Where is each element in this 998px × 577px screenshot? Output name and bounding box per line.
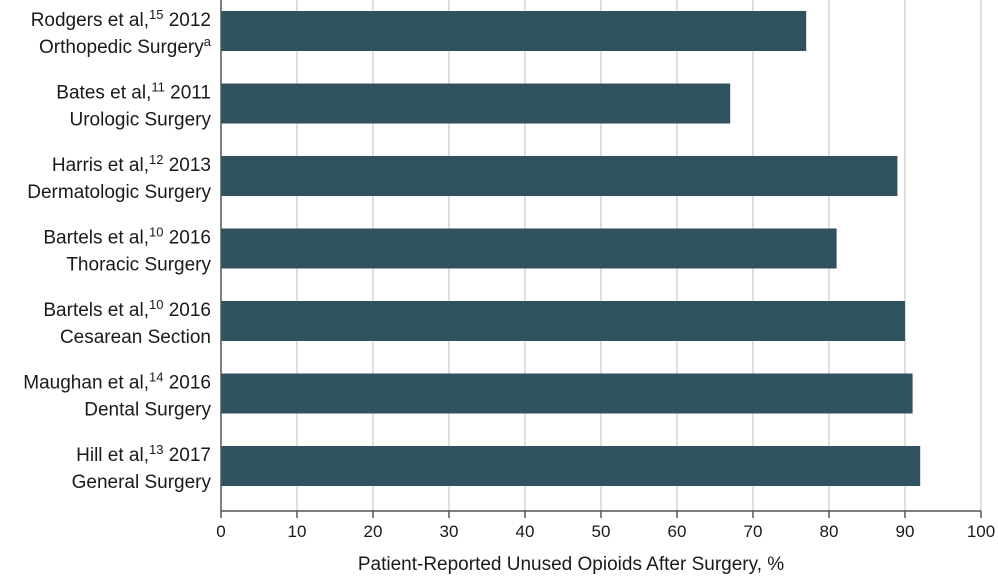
bar-5: [221, 373, 913, 414]
x-tick-label-70: 70: [744, 522, 763, 541]
category-ref: 11: [151, 80, 165, 95]
category-year: 2016: [163, 300, 211, 321]
category-ref: 15: [149, 7, 163, 22]
category-label-line1-0: Rodgers et al,15 2012: [31, 7, 211, 31]
category-ref: 13: [149, 442, 163, 457]
category-author: Maughan et al,: [23, 373, 149, 394]
category-label-line1-3: Bartels et al,10 2016: [43, 225, 211, 249]
x-axis: 0 10 20 30 40 50 60 70 80 90 100: [216, 0, 995, 541]
bar-6: [221, 446, 921, 486]
bar-2: [221, 156, 898, 196]
x-tick-label-20: 20: [364, 522, 383, 541]
bar-4: [221, 301, 905, 341]
category-label-line2-2: Dermatologic Surgery: [27, 182, 211, 203]
category-year: 2012: [163, 10, 211, 31]
category-procedure: General Surgery: [72, 472, 212, 493]
x-tick-label-50: 50: [592, 522, 611, 541]
category-ref: 12: [149, 152, 163, 167]
category-year: 2016: [163, 373, 211, 394]
category-author: Bartels et al,: [43, 228, 149, 249]
x-axis-title: Patient-Reported Unused Opioids After Su…: [358, 554, 784, 575]
x-tick-label-0: 0: [216, 522, 225, 541]
category-labels: Rodgers et al,15 2012 Orthopedic Surgerya…: [23, 7, 211, 493]
category-ref: 10: [149, 225, 163, 240]
bar-1: [221, 83, 731, 124]
category-author: Rodgers et al,: [31, 10, 149, 31]
category-label-line2-3: Thoracic Surgery: [66, 255, 211, 276]
category-author: Hill et al,: [76, 445, 149, 466]
category-label-line1-2: Harris et al,12 2013: [52, 152, 211, 176]
category-procedure: Thoracic Surgery: [66, 255, 211, 276]
category-author: Bates et al,: [56, 83, 151, 104]
category-label-line1-4: Bartels et al,10 2016: [43, 297, 211, 321]
x-tick-label-100: 100: [967, 522, 995, 541]
category-year: 2011: [165, 83, 211, 104]
x-tick-label-10: 10: [288, 522, 307, 541]
category-label-line2-5: Dental Surgery: [84, 400, 211, 421]
category-author: Bartels et al,: [43, 300, 149, 321]
category-year: 2016: [163, 228, 211, 249]
category-procedure: Dental Surgery: [84, 400, 211, 421]
category-author: Harris et al,: [52, 155, 149, 176]
x-tick-label-60: 60: [668, 522, 687, 541]
category-procedure: Orthopedic Surgery: [39, 37, 204, 58]
category-label-line2-4: Cesarean Section: [60, 327, 211, 348]
category-label-line2-0: Orthopedic Surgerya: [39, 34, 212, 58]
category-note: a: [204, 34, 212, 49]
category-procedure: Dermatologic Surgery: [27, 182, 211, 203]
category-procedure: Urologic Surgery: [70, 110, 212, 131]
x-tick-label-80: 80: [820, 522, 839, 541]
category-procedure: Cesarean Section: [60, 327, 211, 348]
bar-3: [221, 228, 837, 269]
bar-0: [221, 11, 807, 51]
category-ref: 10: [149, 297, 163, 312]
category-ref: 14: [149, 370, 163, 385]
bars: [221, 11, 921, 486]
category-year: 2017: [163, 445, 211, 466]
category-label-line2-1: Urologic Surgery: [70, 110, 212, 131]
category-year: 2013: [163, 155, 211, 176]
x-tick-label-90: 90: [896, 522, 915, 541]
category-label-line1-6: Hill et al,13 2017: [76, 442, 211, 466]
category-label-line1-1: Bates et al,11 2011: [56, 80, 211, 104]
category-label-line1-5: Maughan et al,14 2016: [23, 370, 211, 394]
category-label-line2-6: General Surgery: [72, 472, 212, 493]
x-tick-label-40: 40: [516, 522, 535, 541]
x-tick-label-30: 30: [440, 522, 459, 541]
